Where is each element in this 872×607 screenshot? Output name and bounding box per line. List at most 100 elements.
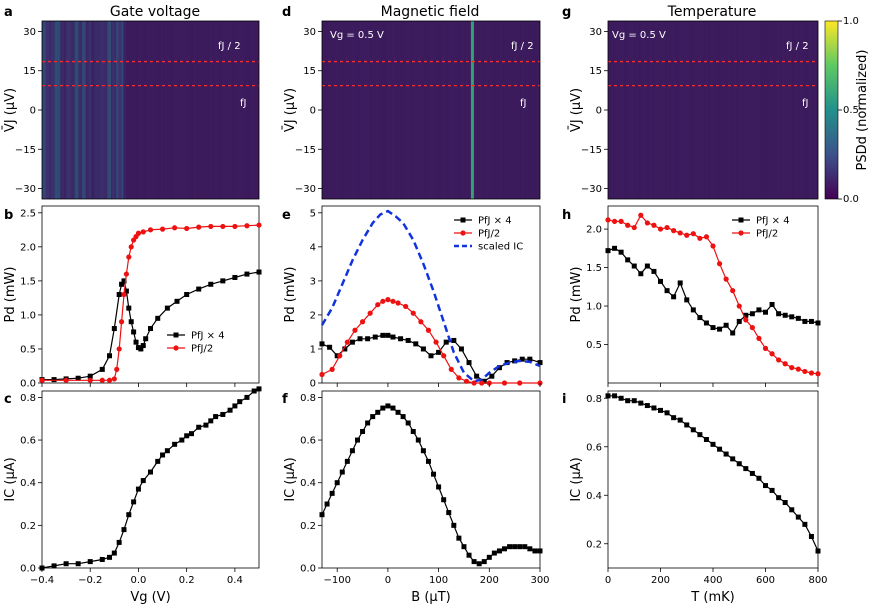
y-tick-label: 0.5 xyxy=(586,340,602,351)
data-point xyxy=(63,561,69,567)
heatmap-column xyxy=(500,21,503,199)
y-tick-label: 0 xyxy=(310,379,316,390)
heatmap-column xyxy=(338,21,341,199)
data-point xyxy=(638,212,644,218)
heatmap-column xyxy=(503,21,506,199)
heatmap-column xyxy=(538,21,541,199)
data-point xyxy=(519,356,525,362)
heatmap-column xyxy=(816,21,819,199)
heatmap-column xyxy=(483,21,486,199)
heatmap-column xyxy=(356,21,359,199)
data-point xyxy=(184,225,190,232)
heatmap-column xyxy=(380,21,383,199)
x-tick-label: 400 xyxy=(703,575,722,586)
data-point xyxy=(196,224,202,230)
heatmap-column xyxy=(802,21,805,199)
data-point xyxy=(756,335,762,341)
heatmap-column xyxy=(211,21,215,199)
data-point xyxy=(802,368,808,375)
y-tick-label: 30 xyxy=(303,27,316,38)
data-point xyxy=(365,420,371,426)
data-point xyxy=(118,319,125,325)
heatmap-column xyxy=(529,21,532,199)
heatmap-column xyxy=(89,21,92,199)
heatmap-temperature: −30 −15 0 15 30 V̄J (μV) xyxy=(569,20,819,200)
heatmap-column xyxy=(615,21,618,199)
data-point xyxy=(502,546,508,552)
heatmap-column xyxy=(83,21,86,199)
heatmap-column xyxy=(244,21,247,199)
heatmap-column xyxy=(702,21,705,199)
data-point xyxy=(148,469,153,475)
data-point xyxy=(743,312,749,318)
data-point xyxy=(327,344,333,350)
heatmap-column xyxy=(784,21,787,199)
data-point xyxy=(736,461,742,467)
heatmap-column xyxy=(458,21,461,199)
data-point xyxy=(677,280,683,286)
data-point xyxy=(160,452,166,458)
plot-power-vs-field: 0 1 2 3 4 5 Pd (mW) PfJ × 4 PfJ/2 scaled IC xyxy=(283,205,543,390)
heatmap-column xyxy=(332,21,336,199)
y-tick-label: 0.4 xyxy=(20,478,36,489)
data-point xyxy=(474,373,480,379)
legend-label: PfJ × 4 xyxy=(756,216,790,227)
heatmap-column xyxy=(658,21,661,199)
heatmap-column xyxy=(231,21,234,199)
heatmap-column xyxy=(667,21,670,199)
heatmap-column xyxy=(699,21,702,199)
heatmap-column xyxy=(627,21,630,199)
heatmap-column xyxy=(81,21,84,199)
data-point xyxy=(155,458,161,464)
heatmap-column xyxy=(372,21,375,199)
data-point xyxy=(677,417,683,423)
panel-letter-d: d xyxy=(282,5,291,20)
x-tick-label: 0.0 xyxy=(130,575,146,586)
data-point xyxy=(443,339,449,345)
data-point xyxy=(644,403,650,409)
data-point xyxy=(631,224,637,231)
heatmap-column xyxy=(660,21,663,199)
data-point xyxy=(651,268,657,274)
heatmap-column xyxy=(60,21,63,199)
data-point xyxy=(723,322,729,328)
data-point xyxy=(116,539,122,545)
data-point xyxy=(390,405,396,411)
y-tick-label: 0 xyxy=(310,106,316,117)
data-point xyxy=(723,276,729,282)
legend-label: PfJ/2 xyxy=(756,229,778,240)
data-point xyxy=(357,336,363,342)
heatmap-column xyxy=(398,21,401,199)
y-tick-label: 1.0 xyxy=(586,302,602,313)
data-point xyxy=(256,222,262,228)
x-tick-label: −0.4 xyxy=(30,575,54,586)
data-point xyxy=(75,375,81,381)
heatmap-column xyxy=(678,21,681,199)
heatmap-column xyxy=(748,21,751,199)
heatmap-column xyxy=(423,21,426,199)
heatmap-column xyxy=(431,21,434,199)
panel-letter-a: a xyxy=(4,5,13,20)
legend-label: scaled IC xyxy=(478,242,523,253)
data-point xyxy=(749,324,755,331)
y-tick-label: 0.8 xyxy=(300,393,316,404)
data-point xyxy=(213,414,219,420)
annotation-vg-d: Vg = 0.5 V xyxy=(330,30,384,41)
heatmap-column xyxy=(688,21,691,199)
heatmap-column xyxy=(709,21,712,199)
heatmap-column xyxy=(108,21,112,199)
y-tick-label: −15 xyxy=(15,145,36,156)
heatmap-column xyxy=(480,21,483,199)
data-point xyxy=(448,366,454,372)
data-point xyxy=(385,332,391,338)
heatmap-column xyxy=(143,21,146,199)
data-point xyxy=(802,318,808,324)
data-point xyxy=(121,278,127,284)
heatmap-column xyxy=(204,21,207,199)
heatmap-column xyxy=(693,21,696,199)
heatmap-column xyxy=(251,21,254,199)
data-point xyxy=(710,243,716,249)
heatmap-column xyxy=(814,21,817,199)
data-point xyxy=(415,437,421,443)
heatmap-column xyxy=(152,21,155,199)
